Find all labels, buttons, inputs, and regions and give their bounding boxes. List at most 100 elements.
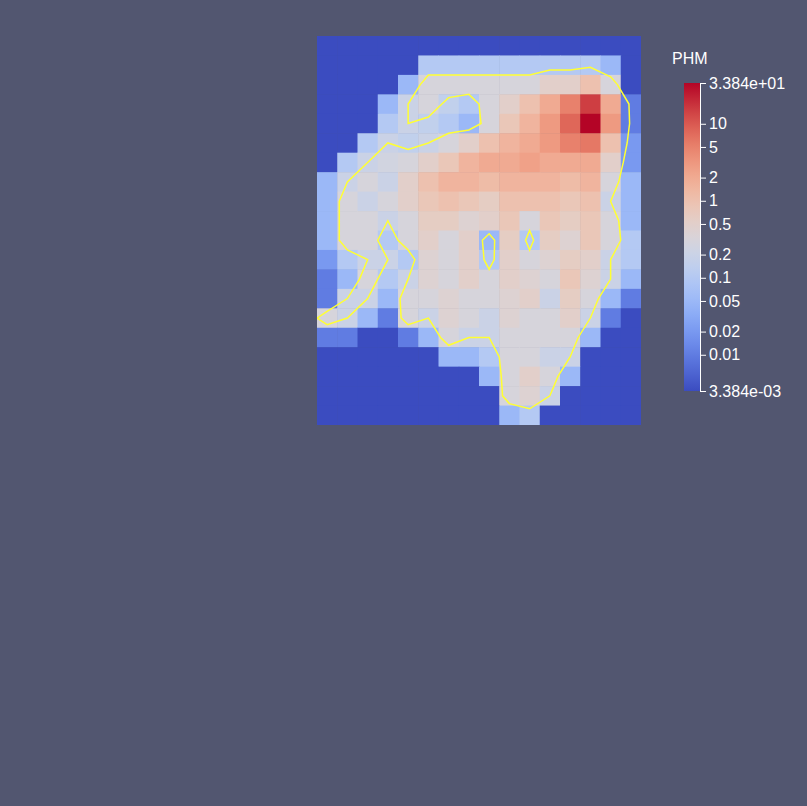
heatmap-cell [580, 231, 601, 251]
heatmap-cell [378, 386, 399, 406]
heatmap-cell [621, 308, 641, 328]
heatmap-cell [398, 386, 419, 406]
colorbar-tick: 3.384e+01 [700, 75, 785, 92]
heatmap-cell [499, 231, 520, 251]
heatmap-cell [337, 55, 358, 75]
heatmap-cell [337, 386, 358, 406]
colorbar-tick-label: 1 [709, 192, 718, 209]
heatmap-cell [337, 94, 358, 114]
heatmap-cell [459, 94, 480, 114]
heatmap-cell [439, 367, 460, 387]
colorbar-tick-mark [700, 332, 706, 333]
heatmap-cell [317, 172, 338, 192]
heatmap-cell [358, 269, 379, 289]
heatmap-cell [439, 36, 460, 56]
heatmap-cell [580, 192, 601, 212]
heatmap-cell [358, 231, 379, 251]
heatmap-cell [378, 192, 399, 212]
heatmap-cell [499, 347, 520, 367]
heatmap-cell [317, 367, 338, 387]
heatmap-cell [580, 406, 601, 425]
heatmap-cell [580, 211, 601, 231]
colorbar-tick-mark [700, 147, 706, 148]
heatmap-cell [479, 55, 500, 75]
heatmap-cell [317, 347, 338, 367]
colorbar-tick: 0.1 [700, 269, 731, 286]
heatmap-cell [418, 250, 439, 270]
heatmap-cell [378, 367, 399, 387]
heatmap-cell [479, 75, 500, 95]
heatmap-cell [499, 406, 520, 425]
heatmap-cell [580, 94, 601, 114]
heatmap-cell [378, 406, 399, 425]
heatmap-cell [398, 36, 419, 56]
heatmap-cell [621, 133, 641, 153]
heatmap-cell [378, 55, 399, 75]
heatmap-cell [439, 308, 460, 328]
heatmap-cell [459, 406, 480, 425]
heatmap-cell [580, 328, 601, 348]
heatmap-cell [601, 231, 622, 251]
heatmap-cell [540, 172, 561, 192]
heatmap-cell [439, 250, 460, 270]
colorbar-tick-label: 0.05 [709, 293, 740, 310]
colorbar-tick: 0.01 [700, 346, 740, 363]
heatmap-cell [601, 153, 622, 173]
heatmap-cell [358, 347, 379, 367]
heatmap-cell [520, 269, 541, 289]
heatmap-cell [540, 308, 561, 328]
heatmap-cell [317, 133, 338, 153]
heatmap-cell [398, 133, 419, 153]
heatmap-cell [601, 367, 622, 387]
heatmap-cell [540, 75, 561, 95]
heatmap-cell [418, 153, 439, 173]
heatmap-cell [439, 172, 460, 192]
heatmap-cell [378, 114, 399, 134]
colorbar-tick: 5 [700, 139, 718, 156]
heatmap-cell [621, 94, 641, 114]
heatmap-cell [398, 55, 419, 75]
heatmap-cell [378, 172, 399, 192]
heatmap-cell [499, 94, 520, 114]
heatmap-cell [418, 36, 439, 56]
heatmap-cell [358, 211, 379, 231]
heatmap-cell [317, 386, 338, 406]
heatmap-cell [479, 94, 500, 114]
heatmap-cell [479, 133, 500, 153]
heatmap-cell [418, 172, 439, 192]
heatmap-cell [621, 250, 641, 270]
heatmap-cell [317, 269, 338, 289]
heatmap-cell [499, 36, 520, 56]
heatmap-cell [601, 328, 622, 348]
heatmap-cell [459, 211, 480, 231]
heatmap-cell [418, 367, 439, 387]
heatmap-cell [621, 386, 641, 406]
heatmap-cell [601, 133, 622, 153]
heatmap-cell [520, 289, 541, 309]
colorbar-tick-label: 5 [709, 139, 718, 156]
heatmap-cell [520, 367, 541, 387]
heatmap-cell [358, 133, 379, 153]
heatmap-cell [398, 367, 419, 387]
heatmap-cell [479, 192, 500, 212]
heatmap-cell [520, 211, 541, 231]
heatmap-cell [580, 386, 601, 406]
heatmap-cell [560, 211, 581, 231]
heatmap-cell [621, 172, 641, 192]
heatmap-cell [378, 36, 399, 56]
heatmap-cell [459, 172, 480, 192]
colorbar [684, 83, 700, 391]
heatmap-cell [621, 231, 641, 251]
heatmap-cell [580, 367, 601, 387]
heatmap-cell [540, 250, 561, 270]
heatmap-cell [560, 192, 581, 212]
colorbar-tick-label: 3.384e+01 [709, 75, 785, 92]
heatmap-cell [337, 133, 358, 153]
heatmap-cell [459, 250, 480, 270]
colorbar-tick-mark [700, 355, 706, 356]
heatmap-cell [418, 347, 439, 367]
heatmap-cell [479, 289, 500, 309]
colorbar-tick: 0.2 [700, 246, 731, 263]
heatmap-cell [520, 114, 541, 134]
heatmap-cell [621, 328, 641, 348]
